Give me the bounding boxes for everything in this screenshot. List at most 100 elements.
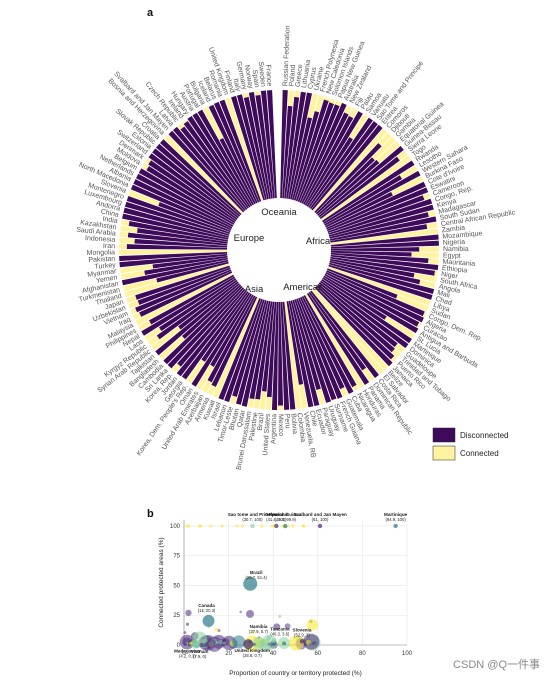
radial-bar [324, 170, 421, 226]
radial-bar [119, 243, 228, 250]
point-label: Tanzania [270, 627, 290, 632]
radial-bar [315, 137, 396, 215]
bar-disconnected [325, 191, 393, 228]
point-label: Brazil [250, 570, 263, 575]
point-value: (30.7, 100) [242, 517, 263, 522]
bar-disconnected [317, 283, 395, 353]
bar-disconnected [328, 264, 433, 300]
radial-bar [298, 297, 343, 399]
bar-disconnected [231, 95, 266, 201]
scatter-point [303, 633, 320, 650]
radial-bar [324, 273, 422, 328]
bar-disconnected [130, 184, 232, 231]
bar-connected [349, 108, 358, 119]
radial-bar [177, 123, 248, 210]
scatter-point [301, 524, 306, 528]
bar-connected [138, 320, 152, 331]
radial-bar [303, 108, 358, 205]
bar-connected [242, 93, 249, 98]
radial-bar [330, 234, 439, 247]
scatter-point [232, 635, 246, 649]
bar-disconnected [317, 159, 380, 216]
radial-bar [123, 207, 229, 238]
radial-bar [330, 228, 439, 245]
x-tick-label: 40 [270, 651, 277, 657]
bar-disconnected [306, 137, 354, 207]
bar-connected [208, 104, 214, 107]
radial-bar [132, 271, 233, 320]
scatter-chart: 0 25 50 75 100 0 20 40 60 80 100 Proportion of coun… [158, 512, 413, 677]
country-label: Argentina [270, 414, 278, 444]
bar-disconnected [261, 301, 275, 392]
bar-disconnected [178, 281, 239, 330]
radial-bar [329, 216, 437, 241]
bar-connected [300, 91, 307, 93]
point-label: Sao tome and Principe [228, 512, 278, 517]
bar-disconnected [168, 130, 245, 213]
country-label: Chile [308, 410, 318, 427]
bar-disconnected [322, 160, 415, 223]
bar-disconnected [292, 299, 321, 391]
bar-disconnected [123, 207, 229, 238]
radial-bar [219, 99, 262, 202]
bar-disconnected [148, 160, 237, 222]
radial-bar [119, 231, 228, 246]
radial-bar [151, 281, 239, 351]
bar-disconnected [126, 244, 228, 250]
radial-bar [284, 301, 302, 410]
radial-bar [330, 254, 439, 271]
bar-disconnected [314, 143, 382, 214]
bar-connected [151, 326, 181, 351]
radial-bar [121, 219, 228, 242]
radial-bar [260, 90, 275, 199]
radial-bar [327, 266, 431, 306]
region-label-americas: Americas [283, 282, 323, 293]
bar-disconnected [315, 157, 375, 215]
country-label: Mauritania [442, 259, 475, 268]
scatter-point [280, 524, 284, 528]
bar-disconnected [121, 259, 229, 286]
bar-connected [426, 222, 438, 229]
bar-disconnected [219, 138, 256, 205]
bar-connected [334, 100, 342, 107]
bar-disconnected [243, 96, 269, 200]
country-label: India [102, 216, 118, 226]
bar-connected [427, 210, 436, 217]
bar-disconnected [326, 270, 425, 317]
bar-disconnected [293, 99, 329, 201]
bar-disconnected [288, 92, 313, 200]
radial-bar [119, 251, 228, 262]
annotated-point [191, 642, 196, 647]
scatter-point [306, 619, 319, 631]
scatter-point [186, 641, 189, 645]
radial-bar [294, 299, 332, 403]
radial-bar [119, 253, 228, 268]
bar-connected [130, 307, 137, 315]
legend-swatch-connected [432, 445, 456, 461]
radial-bar [327, 193, 431, 234]
radial-bar [266, 90, 277, 199]
radial-bar [145, 158, 237, 222]
radial-bar [224, 298, 263, 402]
country-label: Iran [103, 243, 115, 250]
country-label: Norway [243, 65, 254, 90]
bar-disconnected [133, 179, 233, 229]
scatter-point [284, 623, 291, 630]
bar-disconnected [282, 105, 293, 199]
bar-disconnected [213, 101, 260, 203]
bar-disconnected [322, 277, 387, 320]
bar-connected [307, 93, 318, 119]
country-label: Egypt [443, 252, 461, 260]
bar-disconnected [278, 301, 284, 406]
bar-connected [391, 176, 424, 196]
bar-disconnected [155, 143, 241, 217]
y-tick-label: 100 [170, 524, 181, 530]
radial-bar [197, 109, 255, 206]
scatter-point [222, 641, 226, 645]
radial-bar [120, 257, 228, 280]
bar-disconnected [319, 156, 400, 220]
region-labels: Oceania Africa Americas Asia Europe [234, 207, 331, 295]
country-label: Zambia [441, 225, 465, 235]
y-tick-label: 0 [177, 643, 181, 649]
bar-connected [119, 249, 228, 256]
